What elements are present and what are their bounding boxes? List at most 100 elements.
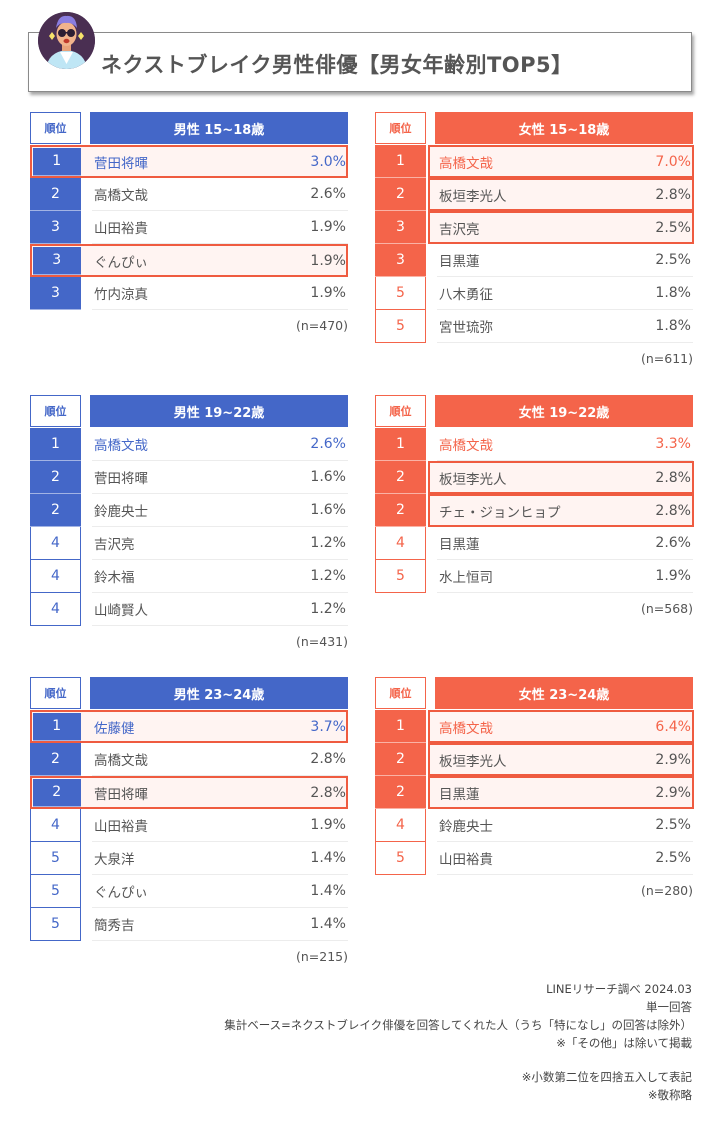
percentage-value: 1.9% [310, 817, 346, 833]
name-cell: 高橋文哉 2.6% [92, 428, 348, 461]
percentage-value: 3.0% [310, 153, 346, 170]
name-cell: 山崎賢人 1.2% [92, 593, 348, 626]
rank-column-header: 順位 [375, 395, 426, 427]
percentage-value: 6.4% [655, 718, 691, 735]
percentage-value: 1.8% [655, 285, 691, 301]
percentage-value: 1.4% [310, 916, 346, 932]
name-cell: 菅田将暉 3.0% [92, 145, 348, 178]
percentage-value: 2.8% [655, 186, 691, 203]
name-cell: 水上恒司 1.9% [437, 560, 693, 593]
table-row: 4 鈴鹿央士 2.5% [375, 809, 695, 842]
rank-cell: 2 [32, 778, 81, 807]
name-cell: 吉沢亮 2.5% [437, 211, 693, 244]
table-row: 2 チェ・ジョンヒョプ 2.8% [375, 494, 695, 527]
highlight-frame [428, 776, 694, 809]
name-cell: 高橋文哉 2.8% [92, 743, 348, 776]
others-note: ※「その他」は除いて掲載 [556, 1036, 692, 1050]
rank-cell: 3 [32, 246, 81, 275]
rank-column-header: 順位 [30, 112, 81, 144]
table-row: 3 吉沢亮 2.5% [375, 211, 695, 244]
name-cell: 山田裕貴 1.9% [92, 211, 348, 244]
name-cell: 簡秀吉 1.4% [92, 908, 348, 941]
table-row: 5 宮世琉弥 1.8% [375, 310, 695, 343]
rounding-note: ※小数第二位を四捨五入して表記 [521, 1070, 692, 1084]
rank-cell: 1 [375, 710, 426, 743]
sample-size: (n=611) [640, 351, 693, 366]
actor-name: 吉沢亮 [94, 537, 135, 553]
name-cell: 目黒蓮 2.5% [437, 244, 693, 277]
name-cell: ぐんぴぃ 1.4% [92, 875, 348, 908]
name-cell: 佐藤健 3.7% [92, 710, 348, 743]
name-cell: 板垣李光人 2.9% [437, 743, 693, 776]
name-cell: 板垣李光人 2.8% [437, 461, 693, 494]
actor-name: 菅田将暉 [94, 155, 148, 172]
name-cell: 八木勇征 1.8% [437, 277, 693, 310]
percentage-value: 7.0% [655, 153, 691, 170]
rank-cell: 4 [375, 527, 426, 560]
table-row: 2 鈴鹿央士 1.6% [30, 494, 350, 527]
table-row: 1 高橋文哉 7.0% [375, 145, 695, 178]
sample-size: (n=215) [295, 949, 348, 964]
rank-cell: 3 [375, 244, 426, 277]
percentage-value: 2.8% [655, 469, 691, 486]
footer-notes: LINEリサーチ調べ 2024.03 単一回答 集計ベース=ネクストブレイク俳優… [224, 980, 692, 1104]
table-row: 1 高橋文哉 2.6% [30, 428, 350, 461]
table-row: 3 目黒蓮 2.5% [375, 244, 695, 277]
percentage-value: 2.9% [655, 751, 691, 768]
highlight-frame [428, 178, 694, 211]
actor-name: 鈴鹿央士 [94, 504, 148, 520]
rank-cell: 2 [375, 743, 426, 776]
table-row: 1 菅田将暉 3.0% [30, 145, 350, 178]
sample-size: (n=280) [640, 883, 693, 898]
actor-name: チェ・ジョンヒョプ [439, 504, 561, 521]
rank-cell: 5 [375, 560, 426, 593]
rank-cell: 4 [30, 527, 81, 560]
percentage-value: 1.9% [310, 252, 346, 269]
table-row: 2 板垣李光人 2.8% [375, 461, 695, 494]
actor-name: 高橋文哉 [439, 720, 493, 737]
actor-name: 板垣李光人 [439, 753, 507, 770]
actor-name: 大泉洋 [94, 852, 135, 868]
highlight-frame [428, 494, 694, 527]
base-note: 集計ベース=ネクストブレイク俳優を回答してくれた人（うち「特になし」の回答は除外… [224, 1018, 692, 1032]
table-row: 2 板垣李光人 2.9% [375, 743, 695, 776]
sample-size: (n=568) [640, 601, 693, 616]
rank-cell: 2 [375, 178, 426, 211]
percentage-value: 1.2% [310, 601, 346, 617]
highlight-frame [428, 461, 694, 494]
actor-name: 目黒蓮 [439, 786, 480, 803]
rank-cell: 1 [32, 712, 81, 741]
table-row: 1 高橋文哉 6.4% [375, 710, 695, 743]
answer-type-note: 単一回答 [646, 1000, 692, 1014]
actor-name: 高橋文哉 [94, 188, 148, 204]
name-cell: 山田裕貴 2.5% [437, 842, 693, 875]
rank-cell: 5 [375, 842, 426, 875]
actor-name: 高橋文哉 [439, 155, 493, 172]
actor-name: 山崎賢人 [94, 603, 148, 619]
table-row: 2 菅田将暉 2.8% [30, 776, 350, 809]
sample-size: (n=431) [295, 634, 348, 649]
actor-name: 山田裕貴 [439, 852, 493, 868]
name-cell: チェ・ジョンヒョプ 2.8% [437, 494, 693, 527]
rank-cell: 1 [375, 145, 426, 178]
percentage-value: 3.7% [310, 718, 346, 735]
percentage-value: 2.9% [655, 784, 691, 801]
rank-cell: 2 [30, 743, 81, 776]
percentage-value: 1.6% [310, 502, 346, 518]
actor-name: ぐんぴぃ [94, 885, 148, 901]
table-row: 5 八木勇征 1.8% [375, 277, 695, 310]
rank-cell: 1 [375, 428, 426, 461]
table-row: 5 簡秀吉 1.4% [30, 908, 350, 941]
percentage-value: 2.5% [655, 817, 691, 833]
percentage-value: 2.8% [655, 502, 691, 519]
rank-cell: 2 [30, 494, 81, 527]
actor-name: 高橋文哉 [94, 438, 148, 454]
rank-cell: 5 [375, 310, 426, 343]
table-row: 4 吉沢亮 1.2% [30, 527, 350, 560]
rank-column-header: 順位 [30, 677, 81, 709]
percentage-value: 1.4% [310, 850, 346, 866]
rank-cell: 2 [30, 178, 81, 211]
highlight-frame [30, 145, 348, 178]
name-cell: 鈴木福 1.2% [92, 560, 348, 593]
title-banner: ネクストブレイク男性俳優【男女年齢別TOP5】 [28, 32, 692, 92]
